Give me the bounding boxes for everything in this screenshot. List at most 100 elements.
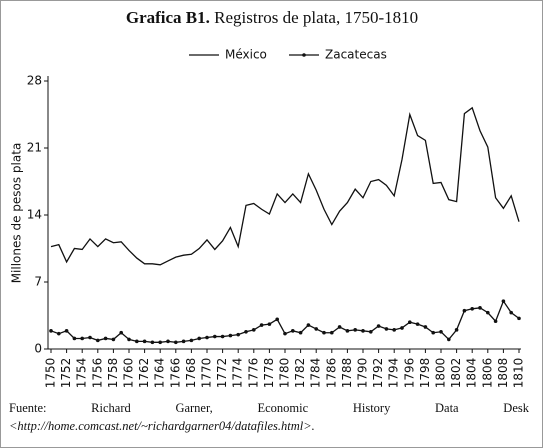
point (470, 307, 475, 311)
point (166, 339, 170, 344)
point (486, 310, 490, 315)
x-tick-label: 1794 (387, 358, 401, 389)
point (376, 324, 381, 328)
point (267, 322, 272, 326)
x-tick-label: 1800 (434, 358, 448, 389)
x-tick-label: 1810 (512, 358, 526, 389)
point (283, 331, 287, 336)
legend-label: México (225, 48, 267, 62)
title-text: Registros de plata, 1750-1810 (214, 8, 418, 27)
x-tick-label: 1792 (371, 358, 385, 389)
x-tick-label: 1776 (246, 358, 260, 389)
point (361, 329, 365, 333)
footnote: Fuente: Richard Garner, Economic History… (9, 399, 529, 435)
point (259, 323, 264, 327)
point (431, 330, 436, 335)
point (353, 328, 358, 332)
point (158, 340, 162, 345)
x-tick-label: 1786 (324, 358, 338, 389)
x-tick-label: 1782 (293, 358, 307, 389)
source-url: <http://home.comcast.net/~richardgarner0… (9, 419, 315, 433)
point (96, 338, 100, 343)
chart: Grafica B1. Registros de plata, 1750-181… (10, 8, 526, 389)
point (447, 337, 451, 342)
x-tick-label: 1764 (153, 358, 167, 389)
point (197, 336, 201, 341)
point (392, 328, 397, 332)
point (408, 320, 412, 325)
point (337, 325, 342, 329)
point (322, 330, 326, 335)
point (462, 308, 467, 313)
x-tick-label: 1758 (106, 358, 120, 389)
point (220, 334, 225, 339)
x-tick-label: 1754 (75, 358, 89, 389)
x-tick-label: 1762 (137, 358, 151, 389)
point (345, 329, 350, 333)
point (236, 332, 240, 337)
x-tick-label: 1766 (168, 358, 182, 389)
point (291, 329, 295, 333)
x-tick-label: 1752 (59, 358, 73, 389)
x-tick-label: 1750 (44, 358, 58, 389)
point (244, 329, 248, 334)
y-tick-label: 14 (27, 208, 42, 222)
point (314, 327, 319, 331)
x-tick-label: 1804 (465, 358, 479, 389)
point (400, 326, 404, 330)
point (111, 337, 116, 342)
point (330, 330, 334, 335)
series-line (50, 299, 520, 343)
x-tick-label: 1760 (122, 358, 136, 389)
y-axis-label: Millones de pesos plata (10, 143, 24, 284)
point (439, 329, 443, 334)
series-line (50, 106, 520, 266)
x-tick-label: 1772 (215, 358, 229, 389)
point (275, 317, 280, 322)
y-tick-label: 0 (34, 342, 42, 356)
x-tick-label: 1780 (278, 358, 292, 389)
x-tick-label: 1798 (418, 358, 432, 389)
x-tick-label: 1770 (200, 358, 214, 389)
x-tick-label: 1756 (90, 358, 104, 389)
point (454, 328, 459, 332)
title-bold: Grafica B1. (126, 8, 210, 27)
x-tick-label: 1778 (262, 358, 276, 389)
x-tick-label: 1802 (449, 358, 463, 389)
point (415, 322, 420, 326)
y-tick-label: 21 (27, 141, 42, 155)
point (189, 338, 194, 343)
point (501, 299, 506, 303)
point (72, 336, 77, 341)
x-tick-label: 1768 (184, 358, 198, 389)
x-tick-label: 1790 (356, 358, 370, 389)
point (135, 339, 139, 344)
point (57, 331, 61, 336)
y-tick-label: 28 (27, 74, 42, 88)
point (174, 340, 178, 345)
point (205, 335, 209, 340)
point (478, 306, 482, 310)
point (181, 339, 186, 344)
point (80, 336, 84, 341)
point (64, 329, 69, 333)
point (119, 330, 123, 335)
legend-marker (302, 53, 306, 57)
point (493, 319, 498, 324)
point (88, 335, 92, 340)
point (228, 333, 233, 338)
point (142, 339, 147, 344)
point (150, 340, 155, 345)
x-tick-label: 1796 (402, 358, 416, 389)
x-tick-label: 1808 (496, 358, 510, 389)
x-tick-label: 1784 (309, 358, 323, 389)
point (423, 325, 428, 329)
x-tick-label: 1806 (480, 358, 494, 389)
point (103, 336, 108, 341)
chart-title: Grafica B1. Registros de plata, 1750-181… (126, 8, 418, 27)
point (509, 310, 513, 315)
legend-label: Zacatecas (325, 48, 387, 62)
point (127, 337, 131, 342)
point (384, 327, 389, 331)
